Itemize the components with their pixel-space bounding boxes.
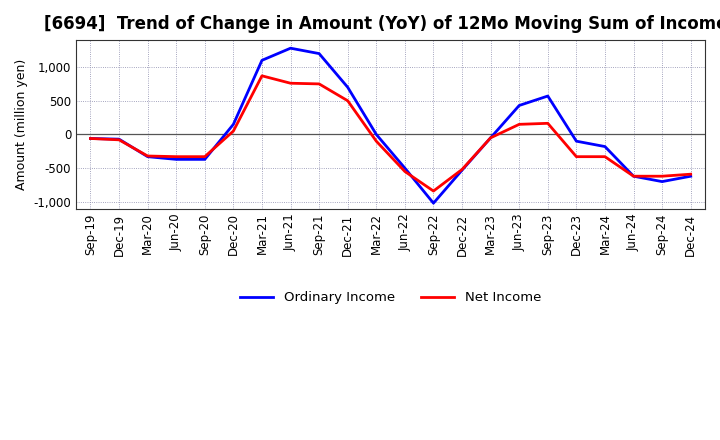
Net Income: [315, 81, 323, 87]
Net Income: [458, 167, 467, 172]
Ordinary Income: [315, 51, 323, 56]
Net Income: [86, 136, 95, 141]
Ordinary Income: [686, 173, 695, 179]
Ordinary Income: [343, 84, 352, 90]
Net Income: [114, 137, 123, 143]
Net Income: [429, 188, 438, 194]
Ordinary Income: [544, 93, 552, 99]
Net Income: [686, 172, 695, 177]
Ordinary Income: [400, 165, 409, 171]
Net Income: [486, 135, 495, 140]
Ordinary Income: [86, 136, 95, 141]
Net Income: [544, 121, 552, 126]
Ordinary Income: [515, 103, 523, 108]
Ordinary Income: [229, 122, 238, 127]
Ordinary Income: [143, 154, 152, 159]
Net Income: [343, 98, 352, 103]
Ordinary Income: [572, 139, 581, 144]
Ordinary Income: [658, 179, 667, 184]
Net Income: [572, 154, 581, 159]
Ordinary Income: [458, 168, 467, 173]
Ordinary Income: [372, 132, 381, 137]
Ordinary Income: [600, 144, 609, 149]
Ordinary Income: [258, 58, 266, 63]
Net Income: [258, 73, 266, 78]
Ordinary Income: [429, 201, 438, 206]
Line: Ordinary Income: Ordinary Income: [91, 48, 690, 203]
Legend: Ordinary Income, Net Income: Ordinary Income, Net Income: [235, 286, 546, 309]
Ordinary Income: [172, 157, 181, 162]
Net Income: [658, 173, 667, 179]
Ordinary Income: [200, 157, 209, 162]
Ordinary Income: [629, 173, 638, 179]
Net Income: [172, 154, 181, 159]
Line: Net Income: Net Income: [91, 76, 690, 191]
Ordinary Income: [486, 135, 495, 140]
Ordinary Income: [287, 46, 295, 51]
Ordinary Income: [114, 136, 123, 142]
Net Income: [200, 154, 209, 159]
Net Income: [400, 169, 409, 174]
Net Income: [229, 128, 238, 134]
Net Income: [372, 139, 381, 144]
Net Income: [600, 154, 609, 159]
Y-axis label: Amount (million yen): Amount (million yen): [15, 59, 28, 190]
Net Income: [629, 173, 638, 179]
Net Income: [143, 154, 152, 159]
Net Income: [287, 81, 295, 86]
Title: [6694]  Trend of Change in Amount (YoY) of 12Mo Moving Sum of Incomes: [6694] Trend of Change in Amount (YoY) o…: [44, 15, 720, 33]
Net Income: [515, 122, 523, 127]
